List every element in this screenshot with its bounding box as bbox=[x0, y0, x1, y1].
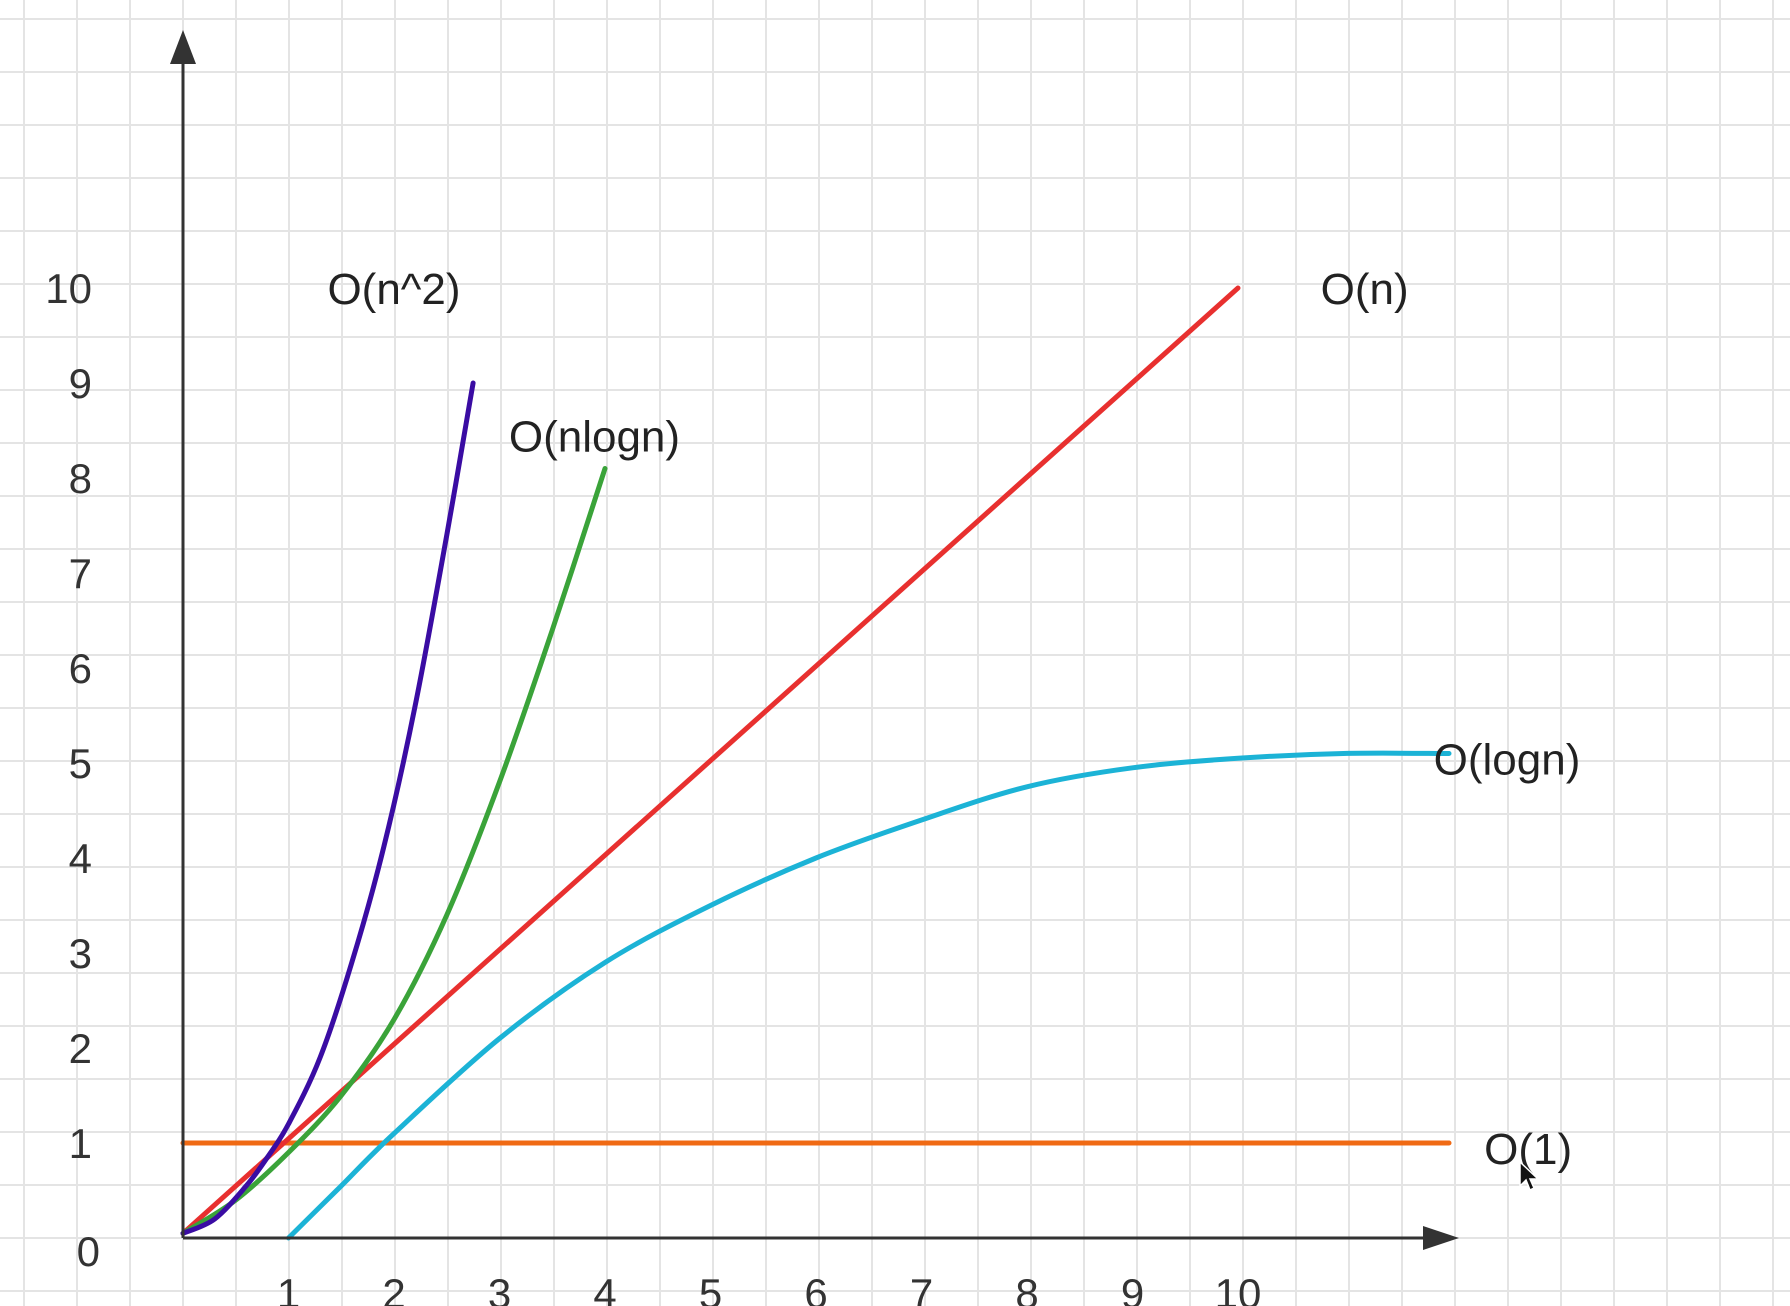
series-label-o-n-2: O(n^2) bbox=[327, 265, 460, 314]
series-label-o-1: O(1) bbox=[1484, 1125, 1572, 1174]
x-tick-label-6: 6 bbox=[804, 1270, 827, 1306]
series-label-o-n: O(n) bbox=[1321, 265, 1409, 314]
x-tick-label-1: 1 bbox=[277, 1270, 300, 1306]
y-axis-arrow-icon bbox=[170, 30, 196, 64]
x-tick-label-8: 8 bbox=[1015, 1270, 1038, 1306]
y-tick-label-6: 6 bbox=[69, 645, 92, 692]
series-labels: O(n^2) O(nlogn) O(n) O(logn) O(1) bbox=[327, 265, 1580, 1174]
y-tick-label-8: 8 bbox=[69, 455, 92, 502]
series-line-o-logn bbox=[286, 750, 1452, 1241]
series-lines bbox=[180, 285, 1452, 1241]
y-tick-label-5: 5 bbox=[69, 740, 92, 787]
y-tick-label-4: 4 bbox=[69, 835, 92, 882]
x-tick-label-7: 7 bbox=[910, 1270, 933, 1306]
y-tick-label-7: 7 bbox=[69, 550, 92, 597]
y-tick-label-1: 1 bbox=[69, 1120, 92, 1167]
x-tick-labels: 1 2 3 4 5 6 7 8 9 10 bbox=[277, 1270, 1262, 1306]
x-tick-label-4: 4 bbox=[593, 1270, 616, 1306]
x-axis-arrow-icon bbox=[1423, 1226, 1459, 1250]
y-tick-label-0: 0 bbox=[77, 1228, 100, 1275]
y-tick-label-2: 2 bbox=[69, 1025, 92, 1072]
series-label-o-logn: O(logn) bbox=[1434, 735, 1581, 784]
series-line-o-nlogn bbox=[180, 466, 608, 1236]
y-tick-labels: 0 1 2 3 4 5 6 7 8 9 10 bbox=[45, 265, 100, 1275]
x-tick-label-5: 5 bbox=[699, 1270, 722, 1306]
x-tick-label-2: 2 bbox=[382, 1270, 405, 1306]
y-tick-label-10: 10 bbox=[45, 265, 92, 312]
y-tick-label-9: 9 bbox=[69, 360, 92, 407]
x-tick-label-3: 3 bbox=[488, 1270, 511, 1306]
mouse-pointer-icon bbox=[1519, 1160, 1540, 1192]
y-tick-label-3: 3 bbox=[69, 930, 92, 977]
x-tick-label-9: 9 bbox=[1121, 1270, 1144, 1306]
series-line-o-n-2 bbox=[180, 380, 476, 1236]
series-label-o-nlogn: O(nlogn) bbox=[509, 412, 680, 461]
x-tick-label-10: 10 bbox=[1215, 1270, 1262, 1306]
axes bbox=[170, 30, 1459, 1250]
